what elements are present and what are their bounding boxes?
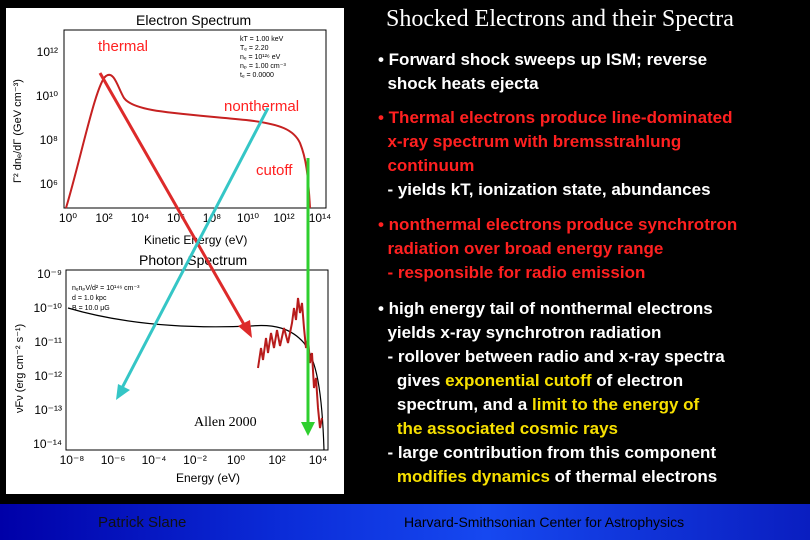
top-y-axis-label: Γ² dnₑ/dΓ (GeV cm⁻³) bbox=[12, 79, 24, 183]
bottom-param-line: B = 10.0 μG bbox=[72, 305, 110, 312]
bullet-3-line-3: - responsible for radio emission bbox=[378, 263, 646, 282]
bullet-4-line-8: modifies dynamics of thermal electrons bbox=[378, 465, 725, 489]
arrow-green-head bbox=[301, 422, 315, 436]
label-cutoff: cutoff bbox=[256, 162, 293, 179]
bottom-x-tick: 10⁰ bbox=[227, 453, 245, 467]
bottom-x-tick: 10⁻⁸ bbox=[60, 453, 85, 467]
bottom-axes-frame bbox=[65, 269, 329, 451]
top-x-tick: 10² bbox=[95, 211, 112, 225]
label-nonthermal: nonthermal bbox=[224, 98, 299, 115]
arrow-red bbox=[98, 72, 248, 329]
synchrotron-curve bbox=[67, 307, 325, 451]
bullet-4-line-1: • high energy tail of nonthermal electro… bbox=[378, 299, 713, 318]
bottom-y-tick: 10⁻¹¹ bbox=[34, 335, 62, 349]
b4-l4-pre: gives bbox=[378, 371, 446, 390]
bottom-y-tick: 10⁻¹⁴ bbox=[33, 437, 62, 451]
bullet-forward-shock: • Forward shock sweeps up ISM; reverse s… bbox=[378, 48, 707, 96]
arrow-red-head bbox=[238, 320, 252, 338]
top-x-tick: 10¹⁴ bbox=[309, 211, 332, 225]
spectrum-figure: Electron Spectrum kT = 1.00 keV Tₑ = 2.20… bbox=[6, 8, 344, 494]
bottom-x-ticks: 10⁻⁸ 10⁻⁶ 10⁻⁴ 10⁻² 10⁰ 10² 10⁴ bbox=[60, 453, 328, 467]
top-param-line: tₑ = 0.0000 bbox=[240, 72, 274, 79]
top-panel-title: Electron Spectrum bbox=[136, 12, 251, 28]
spectrum-figure-svg: Electron Spectrum kT = 1.00 keV Tₑ = 2.20… bbox=[12, 12, 331, 485]
footer-bar: Patrick Slane Harvard-Smithsonian Center… bbox=[0, 504, 810, 540]
xray-thermal-spectrum bbox=[257, 297, 323, 429]
bullet-4-line-4: gives exponential cutoff of electron bbox=[378, 369, 725, 393]
bullet-1-line-1: • Forward shock sweeps up ISM; reverse bbox=[378, 50, 708, 69]
top-x-tick: 10¹⁰ bbox=[237, 211, 259, 225]
bullet-3-line-2: radiation over broad energy range bbox=[378, 239, 664, 258]
top-x-tick: 10¹² bbox=[273, 211, 294, 225]
bottom-y-tick: 10⁻¹³ bbox=[34, 403, 62, 417]
bullet-2-line-3: continuum bbox=[378, 156, 475, 175]
bottom-x-tick: 10⁴ bbox=[309, 453, 328, 467]
b4-l4-post: of electron bbox=[591, 371, 684, 390]
label-thermal: thermal bbox=[98, 38, 148, 55]
b4-l5-highlight: limit to the energy of bbox=[532, 395, 700, 414]
bullet-2-line-2: x-ray spectrum with bremsstrahlung bbox=[378, 132, 682, 151]
top-param-line: nₑ = 10¹²⁶ eV bbox=[240, 54, 281, 61]
bottom-y-ticks: 10⁻⁹ 10⁻¹⁰ 10⁻¹¹ 10⁻¹² 10⁻¹³ 10⁻¹⁴ bbox=[33, 267, 62, 451]
bottom-param-line: d = 1.0 kpc bbox=[72, 295, 107, 302]
top-y-tick: 10⁸ bbox=[40, 133, 58, 147]
bullet-4-line-2: yields x-ray synchrotron radiation bbox=[378, 323, 662, 342]
slide-title: Shocked Electrons and their Spectra bbox=[386, 6, 734, 32]
b4-l8-highlight: modifies dynamics bbox=[378, 467, 550, 486]
b4-l8-post: of thermal electrons bbox=[549, 467, 718, 486]
arrow-cyan-head bbox=[116, 384, 130, 400]
citation-label: Allen 2000 bbox=[194, 415, 257, 430]
bottom-x-tick: 10⁻⁶ bbox=[101, 453, 126, 467]
top-axes-frame bbox=[63, 29, 327, 209]
bullet-2-line-4: - yields kT, ionization state, abundance… bbox=[378, 180, 711, 199]
top-y-tick: 10¹⁰ bbox=[36, 89, 58, 103]
bottom-x-tick: 10⁻² bbox=[183, 453, 207, 467]
bottom-y-tick: 10⁻¹⁰ bbox=[34, 301, 63, 315]
top-param-line: nₚ = 1.00 cm⁻³ bbox=[240, 63, 286, 70]
bottom-x-axis-label: Energy (eV) bbox=[176, 471, 240, 485]
top-param-line: kT = 1.00 keV bbox=[240, 36, 284, 43]
bottom-x-tick: 10² bbox=[268, 453, 285, 467]
arrow-cyan bbox=[120, 107, 270, 389]
bullet-4-line-6: the associated cosmic rays bbox=[378, 419, 619, 438]
bullet-thermal-electrons: • Thermal electrons produce line-dominat… bbox=[378, 106, 733, 202]
bottom-y-tick: 10⁻⁹ bbox=[37, 267, 62, 281]
bottom-x-tick: 10⁻⁴ bbox=[142, 453, 167, 467]
bottom-y-axis-label: νFν (erg cm⁻² s⁻¹) bbox=[14, 324, 26, 413]
bottom-panel-title: Photon Spectrum bbox=[139, 252, 247, 268]
top-x-tick: 10⁴ bbox=[131, 211, 150, 225]
top-y-tick: 10⁶ bbox=[40, 177, 58, 191]
b4-l4-highlight: exponential cutoff bbox=[445, 371, 592, 390]
footer-author: Patrick Slane bbox=[98, 514, 187, 531]
bullet-4-line-7: - large contribution from this component bbox=[378, 443, 717, 462]
top-y-tick: 10¹² bbox=[37, 45, 58, 59]
bullet-3-line-1: • nonthermal electrons produce synchrotr… bbox=[378, 215, 738, 234]
electron-spectrum-curve bbox=[65, 73, 311, 209]
bullet-high-energy-tail: • high energy tail of nonthermal electro… bbox=[378, 297, 725, 489]
bullet-4-line-3: - rollover between radio and x-ray spect… bbox=[378, 347, 725, 366]
top-x-tick: 10⁰ bbox=[59, 211, 77, 225]
bottom-params-box: nₑnₚV/d² = 10¹⁴⁶ cm⁻³ d = 1.0 kpc B = 10.0… bbox=[72, 285, 140, 312]
bullet-4-line-5: spectrum, and a limit to the energy of bbox=[378, 393, 725, 417]
bullet-1-line-2: shock heats ejecta bbox=[378, 74, 539, 93]
bullet-nonthermal-electrons: • nonthermal electrons produce synchrotr… bbox=[378, 213, 737, 285]
top-x-ticks: 10⁰10²10⁴10⁶10⁸10¹⁰10¹²10¹⁴ bbox=[59, 211, 331, 225]
b4-l5-pre: spectrum, and a bbox=[378, 395, 532, 414]
footer-institution: Harvard-Smithsonian Center for Astrophys… bbox=[404, 514, 685, 530]
top-param-line: Tₑ = 2.20 bbox=[240, 45, 269, 52]
bottom-param-line: nₑnₚV/d² = 10¹⁴⁶ cm⁻³ bbox=[72, 285, 140, 292]
top-y-ticks: 10¹² 10¹⁰ 10⁸ 10⁶ bbox=[36, 45, 58, 191]
bullet-2-line-1: • Thermal electrons produce line-dominat… bbox=[378, 108, 733, 127]
bottom-y-tick: 10⁻¹² bbox=[34, 369, 62, 383]
top-params-box: kT = 1.00 keV Tₑ = 2.20 nₑ = 10¹²⁶ eV nₚ = … bbox=[240, 36, 286, 79]
